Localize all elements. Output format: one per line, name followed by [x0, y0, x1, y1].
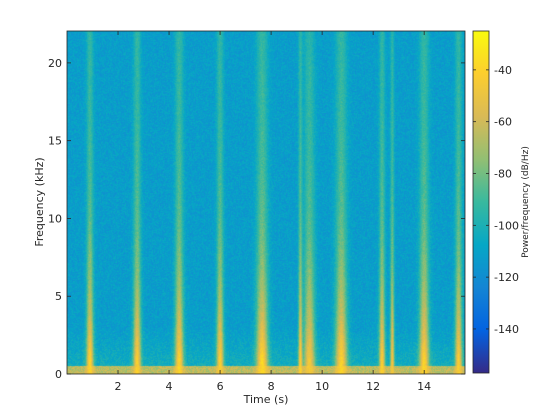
x-tick-label: 6	[217, 380, 224, 393]
colorbar-tick-label: -100	[494, 219, 519, 232]
spectrogram-image-container	[67, 31, 465, 374]
y-tick-label: 10	[48, 212, 62, 225]
y-axis: 0 5 10 15 20	[48, 57, 465, 381]
colorbar-label: Power/frequency (dB/Hz)	[521, 146, 531, 258]
colorbar	[473, 31, 489, 373]
y-tick-label: 15	[48, 135, 62, 148]
x-axis-label: Time (s)	[243, 393, 289, 406]
colorbar-tick-label: -40	[494, 64, 512, 77]
y-tick-label: 5	[55, 290, 62, 303]
x-tick-label: 2	[115, 380, 122, 393]
y-tick-label: 20	[48, 57, 62, 70]
x-tick-label: 10	[315, 380, 329, 393]
x-axis: 2 4 6 8 10 12 14	[115, 31, 431, 393]
colorbar-tick-label: -140	[494, 323, 519, 336]
spectrogram-image	[67, 31, 465, 374]
plot-frame	[66, 30, 466, 375]
colorbar-tick-label: -120	[494, 271, 519, 284]
x-tick-label: 12	[366, 380, 380, 393]
colorbar-frame	[472, 30, 490, 374]
x-tick-label: 8	[268, 380, 275, 393]
colorbar-tick-label: -60	[494, 116, 512, 129]
y-axis-label: Frequency (kHz)	[33, 157, 46, 246]
y-tick-label: 0	[55, 368, 62, 381]
x-tick-label: 14	[417, 380, 431, 393]
colorbar-axis: -140 -120 -100 -80 -60 -40	[473, 64, 519, 336]
colorbar-tick-label: -80	[494, 168, 512, 181]
x-tick-label: 4	[166, 380, 173, 393]
